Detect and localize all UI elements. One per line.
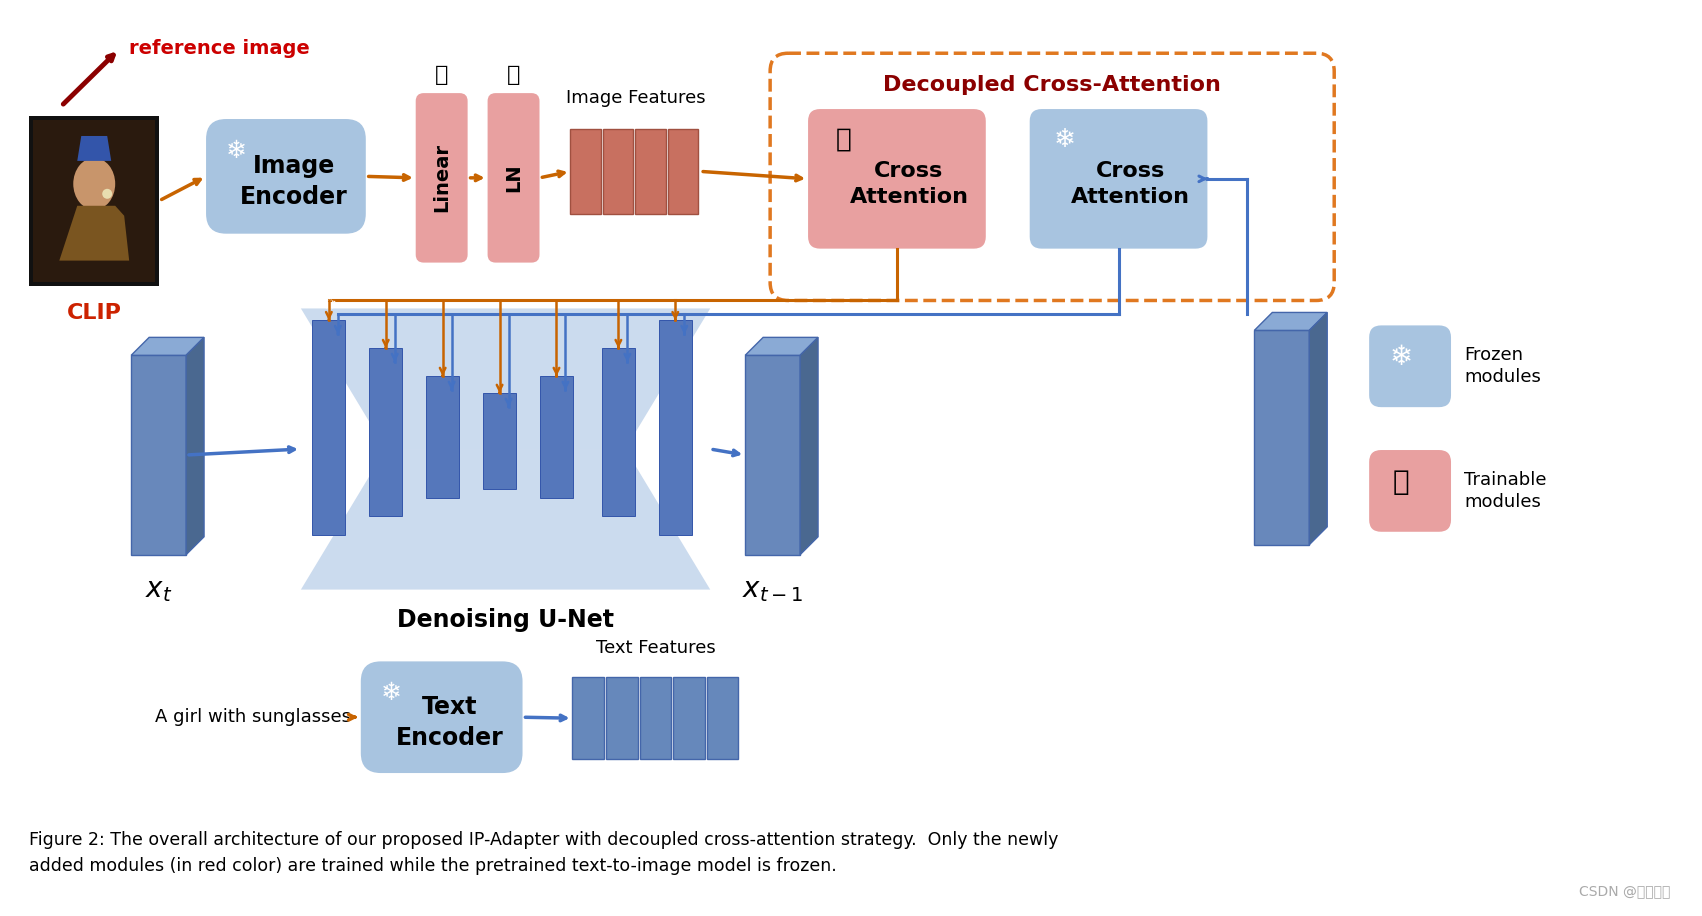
- FancyBboxPatch shape: [1368, 325, 1452, 407]
- Text: Frozen
modules: Frozen modules: [1464, 346, 1540, 387]
- Text: CSDN @莫叶何竹: CSDN @莫叶何竹: [1579, 885, 1671, 899]
- Text: reference image: reference image: [129, 39, 310, 59]
- Polygon shape: [186, 337, 204, 555]
- Text: Image Features: Image Features: [565, 89, 705, 107]
- Text: Text
Encoder: Text Encoder: [397, 695, 504, 749]
- Text: 🔥: 🔥: [1394, 468, 1409, 496]
- FancyBboxPatch shape: [415, 93, 468, 263]
- Text: Denoising U-Net: Denoising U-Net: [397, 607, 614, 631]
- Text: Image
Encoder: Image Encoder: [240, 154, 347, 209]
- Circle shape: [102, 189, 112, 199]
- Bar: [313, 321, 346, 535]
- FancyBboxPatch shape: [808, 109, 985, 248]
- Text: LN: LN: [504, 164, 523, 192]
- Bar: [572, 677, 604, 759]
- FancyBboxPatch shape: [487, 93, 540, 263]
- Text: $x_t$: $x_t$: [145, 577, 172, 604]
- Ellipse shape: [73, 158, 116, 210]
- Text: ❄: ❄: [1054, 127, 1076, 153]
- Bar: [667, 129, 698, 213]
- Polygon shape: [745, 337, 819, 355]
- Bar: [672, 677, 705, 759]
- Bar: [606, 677, 638, 759]
- Bar: [706, 677, 739, 759]
- Text: Cross
Attention: Cross Attention: [849, 161, 968, 207]
- Bar: [570, 129, 601, 213]
- Polygon shape: [1254, 312, 1328, 331]
- Polygon shape: [1309, 312, 1328, 545]
- Bar: [369, 348, 402, 516]
- Bar: [640, 677, 671, 759]
- Bar: [426, 376, 460, 498]
- Polygon shape: [131, 337, 204, 355]
- Text: CLIP: CLIP: [66, 303, 121, 323]
- Bar: [1254, 331, 1309, 545]
- Bar: [540, 376, 574, 498]
- Text: 🔥: 🔥: [507, 65, 521, 85]
- Polygon shape: [301, 449, 710, 590]
- Text: Decoupled Cross-Attention: Decoupled Cross-Attention: [883, 75, 1220, 95]
- Text: Cross
Attention: Cross Attention: [1071, 161, 1190, 207]
- Bar: [29, 116, 158, 286]
- Polygon shape: [301, 309, 710, 449]
- Text: A girl with sunglasses: A girl with sunglasses: [155, 708, 351, 726]
- Bar: [603, 348, 635, 516]
- Bar: [659, 321, 691, 535]
- Text: ❄: ❄: [1389, 344, 1413, 371]
- Polygon shape: [800, 337, 819, 555]
- Bar: [603, 129, 633, 213]
- Polygon shape: [77, 136, 111, 161]
- Bar: [635, 129, 665, 213]
- Text: $x_{t-1}$: $x_{t-1}$: [742, 577, 803, 604]
- Text: Figure 2: The overall architecture of our proposed IP-Adapter with decoupled cro: Figure 2: The overall architecture of ou…: [29, 831, 1059, 875]
- Text: Text Features: Text Features: [596, 639, 717, 658]
- Text: ❄: ❄: [381, 682, 402, 705]
- FancyBboxPatch shape: [361, 661, 523, 773]
- Text: 🔥: 🔥: [436, 65, 448, 85]
- Bar: [131, 355, 186, 555]
- Text: Linear: Linear: [432, 143, 451, 213]
- FancyBboxPatch shape: [1030, 109, 1207, 248]
- FancyBboxPatch shape: [1368, 450, 1452, 532]
- Polygon shape: [60, 206, 129, 260]
- Bar: [34, 120, 155, 281]
- Text: ❄: ❄: [322, 298, 337, 315]
- Text: ❄: ❄: [226, 139, 247, 163]
- Bar: [745, 355, 800, 555]
- Text: Trainable
modules: Trainable modules: [1464, 471, 1547, 511]
- Bar: [483, 393, 516, 489]
- Text: 🔥: 🔥: [836, 127, 853, 153]
- FancyBboxPatch shape: [206, 119, 366, 234]
